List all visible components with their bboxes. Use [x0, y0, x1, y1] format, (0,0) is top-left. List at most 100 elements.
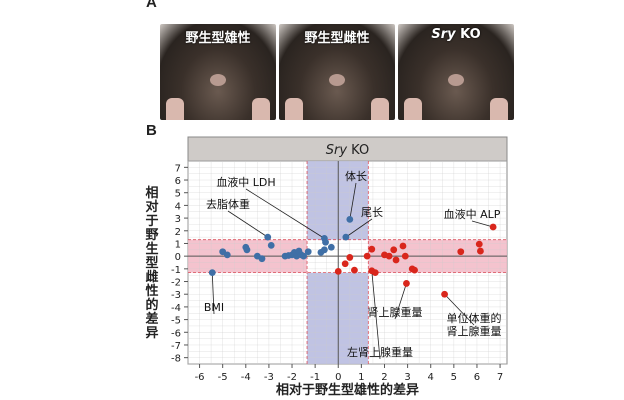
- blue-data-point: [243, 246, 251, 254]
- red-data-point: [475, 240, 483, 248]
- tail-base: [329, 74, 345, 86]
- y-tick-label: -5: [171, 316, 181, 327]
- y-tick-label: 5: [175, 189, 181, 200]
- red-data-point: [441, 290, 448, 298]
- x-tick-label: -6: [195, 372, 205, 383]
- red-data-point: [368, 245, 376, 253]
- red-data-point: [392, 256, 400, 264]
- x-tick-label: 1: [358, 372, 364, 383]
- red-data-point: [411, 266, 418, 274]
- label-rest: KO: [455, 27, 481, 42]
- blue-data-point: [264, 233, 272, 241]
- x-tick-label: -2: [287, 372, 297, 383]
- blue-data-point: [208, 269, 216, 277]
- annotation-label: 单位体重的: [447, 311, 502, 325]
- blue-data-point: [304, 248, 312, 256]
- blue-data-point: [342, 233, 350, 241]
- annotation-leader: [444, 293, 475, 326]
- photo-wild-type-female: 野生型雌性: [279, 24, 395, 120]
- annotation-leader: [211, 272, 215, 315]
- y-tick-label: -4: [171, 303, 181, 314]
- blue-data-point: [320, 246, 328, 254]
- y-axis-label: 相对于野生型雌性的差异: [143, 185, 159, 340]
- y-tick-label: -3: [171, 290, 181, 301]
- x-axis-label: 相对于野生型雄性的差异: [276, 382, 419, 398]
- blue-data-point: [223, 251, 231, 259]
- leg: [371, 98, 389, 120]
- y-tick-label: -2: [171, 278, 181, 289]
- x-tick-label: 2: [381, 372, 387, 383]
- photo-label: 野生型雌性: [304, 31, 370, 46]
- panel-b-letter: B: [146, 122, 157, 139]
- y-tick-label: 3: [175, 214, 181, 225]
- y-tick-label: 6: [175, 176, 181, 187]
- annotation-leader: [394, 283, 407, 320]
- red-data-point: [363, 252, 371, 260]
- label-italic: Sry: [431, 27, 456, 42]
- panel-a-letter: A: [146, 0, 157, 11]
- x-tick-label: -3: [264, 372, 274, 383]
- y-tick-label: 7: [175, 163, 181, 174]
- annotation-label: 肾上腺重量: [447, 324, 502, 338]
- red-data-point: [385, 252, 393, 260]
- annotation-label: 血液中 LDH: [216, 175, 275, 189]
- leg: [490, 98, 508, 120]
- y-tick-label: -6: [171, 328, 181, 339]
- photo-label: Sry KO: [398, 27, 514, 42]
- annotation-leader: [345, 218, 373, 238]
- red-data-point: [334, 267, 342, 275]
- annotation-label: 体长: [345, 169, 367, 183]
- red-data-point: [371, 269, 379, 277]
- annotation-label: 尾长: [361, 206, 383, 219]
- photo-sry-ko: Sry KO: [398, 24, 514, 120]
- annotation-label: 血液中 ALP: [444, 207, 501, 221]
- red-data-point: [351, 266, 358, 274]
- leg: [285, 98, 303, 120]
- y-tick-label: 2: [175, 227, 181, 238]
- x-tick-label: 4: [428, 372, 434, 383]
- red-data-point: [489, 223, 497, 231]
- x-tick-label: -1: [310, 372, 320, 383]
- y-tick-label: -8: [171, 354, 181, 365]
- y-tick-label: 1: [175, 239, 181, 250]
- annotation-leader: [349, 182, 357, 220]
- x-tick-label: 3: [404, 372, 410, 383]
- x-tick-label: -4: [241, 372, 251, 383]
- blue-data-point: [258, 255, 266, 263]
- annotation-leader: [227, 210, 268, 238]
- x-tick-label: -5: [218, 372, 228, 383]
- annotation-label: 左肾上腺重量: [347, 345, 413, 359]
- blue-data-point: [300, 252, 307, 260]
- photo-label: 野生型雄性: [185, 31, 251, 46]
- blue-data-point: [346, 215, 354, 223]
- blue-data-point: [322, 238, 329, 246]
- tail-base: [210, 74, 226, 86]
- annotation-label: 肾上腺重量: [368, 305, 423, 319]
- red-data-point: [399, 242, 407, 250]
- tail-base: [448, 74, 464, 86]
- red-data-point: [401, 252, 409, 260]
- red-data-point: [457, 248, 465, 256]
- red-data-point: [403, 280, 410, 287]
- photo-wild-type-male: 野生型雄性: [160, 24, 276, 120]
- annotation-leader: [471, 220, 494, 228]
- x-tick-label: 0: [335, 372, 341, 383]
- red-data-point: [346, 254, 354, 261]
- annotation-label: 去脂体重: [206, 197, 250, 211]
- y-tick-label: 4: [175, 201, 181, 212]
- y-tick-label: -7: [171, 341, 181, 352]
- blue-data-point: [267, 241, 275, 249]
- annotation-leader: [245, 188, 325, 239]
- x-tick-label: 5: [451, 372, 457, 383]
- red-data-point: [341, 260, 349, 268]
- leg: [166, 98, 184, 120]
- y-tick-label: -1: [171, 265, 181, 276]
- leg: [252, 98, 270, 120]
- annotation-label: BMI: [204, 301, 224, 314]
- chart-title: Sry KO: [326, 143, 369, 158]
- annotation-leader: [371, 270, 381, 360]
- y-tick-label: 0: [175, 252, 181, 263]
- x-tick-label: 7: [497, 372, 503, 383]
- red-data-point: [477, 247, 484, 255]
